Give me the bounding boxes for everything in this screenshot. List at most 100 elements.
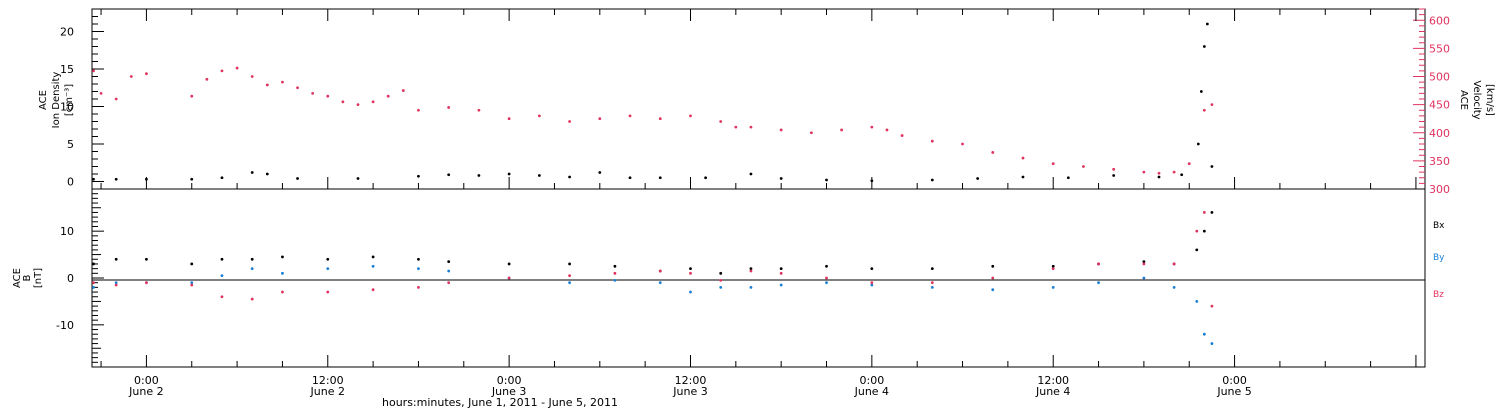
density-tick-label: 0 bbox=[67, 176, 74, 189]
b-bz-point bbox=[220, 295, 224, 299]
b-bz-point bbox=[719, 278, 723, 282]
velocity-point bbox=[809, 131, 813, 135]
velocity-axis-ticks: 300 350 400 450 500 550 600 bbox=[1413, 8, 1450, 196]
b-by-point bbox=[417, 267, 420, 271]
b-axis-label-2: B bbox=[22, 274, 33, 281]
velocity-axis-label-3: [km/s] bbox=[1484, 84, 1495, 116]
time-tick-label: 0:00 bbox=[134, 374, 159, 387]
velocity-tick-label: 550 bbox=[1429, 42, 1450, 55]
b-by-point bbox=[281, 271, 284, 275]
b-bz-point bbox=[689, 271, 692, 275]
b-field-points bbox=[92, 211, 1214, 345]
b-bz-point bbox=[749, 269, 753, 273]
density-axis-label-1: ACE bbox=[38, 90, 49, 110]
b-bz-point bbox=[145, 281, 148, 285]
velocity-point bbox=[689, 114, 692, 118]
b-by-point bbox=[613, 278, 617, 282]
velocity-point bbox=[447, 106, 451, 109]
velocity-point bbox=[1210, 103, 1214, 107]
density-point bbox=[296, 177, 299, 180]
density-point bbox=[92, 177, 95, 181]
b-by-point bbox=[689, 290, 692, 294]
b-bx-point bbox=[1195, 248, 1199, 252]
velocity-point bbox=[311, 91, 315, 95]
b-axis-label-3: [nT] bbox=[33, 268, 44, 288]
top-panel-frame bbox=[91, 8, 1426, 190]
legend-bz: Bz bbox=[1433, 290, 1444, 300]
b-bx-point bbox=[568, 262, 571, 266]
time-tick-label: 12:00 bbox=[312, 374, 344, 387]
b-by-point bbox=[1210, 342, 1214, 345]
density-axis-ticks: 0 5 10 15 20 bbox=[60, 8, 104, 190]
velocity-point bbox=[477, 108, 481, 112]
b-bz-point bbox=[1195, 229, 1199, 233]
velocity-point bbox=[129, 75, 133, 78]
b-bx-point bbox=[991, 264, 995, 268]
velocity-point bbox=[1112, 167, 1116, 171]
density-point bbox=[1157, 175, 1161, 179]
b-by-point bbox=[825, 281, 828, 285]
x-axis-title: hours:minutes, June 1, 2011 - June 5, 20… bbox=[382, 396, 618, 409]
b-bz-point bbox=[1210, 304, 1214, 308]
velocity-point bbox=[341, 100, 345, 104]
legend-bx: Bx bbox=[1433, 221, 1445, 231]
density-point bbox=[749, 172, 753, 176]
velocity-point bbox=[658, 117, 662, 121]
bottom-panel-frame bbox=[91, 188, 1426, 368]
date-tick-label: June 2 bbox=[310, 385, 345, 398]
b-bz-point bbox=[1202, 211, 1206, 214]
b-by-point bbox=[1142, 276, 1146, 280]
density-point bbox=[825, 178, 828, 182]
b-by-point bbox=[114, 281, 118, 285]
b-bx-point bbox=[749, 267, 753, 271]
time-tick-label: 0:00 bbox=[1222, 374, 1247, 387]
b-bz-point bbox=[991, 276, 995, 280]
velocity-point bbox=[1142, 170, 1146, 174]
velocity-point bbox=[1082, 165, 1085, 168]
velocity-point bbox=[145, 72, 148, 76]
density-point bbox=[417, 174, 420, 178]
bottom-time-ticks bbox=[100, 355, 1417, 367]
density-point bbox=[265, 172, 269, 176]
velocity-point bbox=[371, 100, 375, 104]
b-bx-point bbox=[92, 262, 95, 266]
density-point bbox=[356, 177, 360, 180]
b-bz-point bbox=[568, 274, 571, 278]
density-point bbox=[447, 173, 451, 177]
velocity-point bbox=[885, 128, 889, 132]
b-bx-point bbox=[689, 267, 692, 271]
velocity-point bbox=[205, 77, 209, 81]
density-point bbox=[537, 174, 541, 177]
density-point bbox=[598, 171, 602, 174]
date-tick-label: June 3 bbox=[491, 385, 526, 398]
density-point bbox=[658, 176, 662, 180]
density-point bbox=[507, 172, 511, 176]
density-point bbox=[930, 178, 934, 182]
b-by-point bbox=[719, 285, 723, 289]
density-point bbox=[190, 177, 194, 181]
velocity-point bbox=[250, 75, 254, 78]
b-bz-point bbox=[281, 290, 284, 294]
b-bz-point bbox=[326, 290, 330, 294]
b-tick-label: 0 bbox=[67, 272, 74, 285]
density-point bbox=[628, 176, 632, 180]
b-bz-point bbox=[613, 271, 617, 275]
velocity-point bbox=[628, 114, 632, 118]
velocity-point bbox=[598, 117, 602, 121]
b-bx-point bbox=[250, 257, 254, 261]
density-velocity-panel: 0 5 10 15 20 300 350 400 450 500 550 600 ACE Ion D… bbox=[38, 8, 1495, 196]
density-point bbox=[1202, 45, 1206, 48]
b-bz-point bbox=[1172, 262, 1176, 266]
b-bx-point bbox=[114, 257, 118, 261]
legend-by: By bbox=[1433, 253, 1445, 263]
b-by-point bbox=[220, 274, 224, 278]
density-point bbox=[477, 174, 481, 177]
density-tick-label: 10 bbox=[60, 101, 74, 114]
b-bz-point bbox=[190, 283, 194, 287]
b-bx-point bbox=[825, 264, 828, 268]
b-bz-point bbox=[1142, 262, 1146, 266]
b-bz-point bbox=[417, 285, 420, 289]
b-bz-point bbox=[658, 269, 662, 273]
b-by-point bbox=[250, 267, 254, 271]
b-by-point bbox=[658, 281, 662, 285]
